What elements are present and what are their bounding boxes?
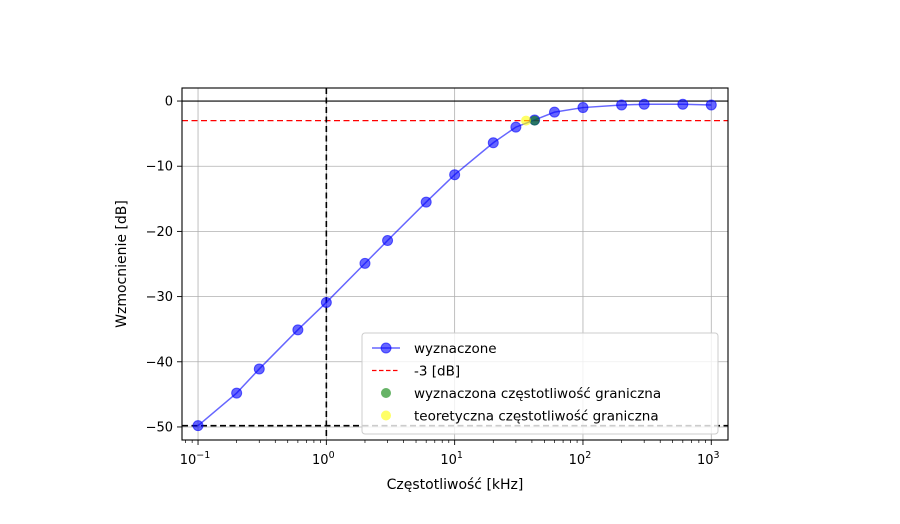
y-tick-label: −30 xyxy=(146,290,173,305)
data-point xyxy=(616,99,628,111)
y-axis-label: Wzmocnienie [dB] xyxy=(114,200,130,328)
y-tick-label: −50 xyxy=(146,420,173,435)
legend-label: -3 [dB] xyxy=(414,364,460,380)
data-point xyxy=(231,387,243,399)
data-point xyxy=(705,99,717,111)
legend-label: teoretyczna częstotliwość graniczna xyxy=(414,409,659,425)
data-series xyxy=(192,98,717,432)
data-point xyxy=(382,235,394,247)
y-tick-label: −20 xyxy=(146,225,173,240)
x-tick-label: 102 xyxy=(569,450,592,468)
x-tick-label: 101 xyxy=(440,450,463,468)
cutoff-points xyxy=(521,115,540,126)
data-point xyxy=(577,102,589,114)
cutoff-point xyxy=(529,115,540,126)
legend: wyznaczone -3 [dB] wyznaczona częstotliwoś… xyxy=(361,332,719,435)
legend-label: wyznaczone xyxy=(414,341,497,357)
axis-ticks: 10−1 100 101 102 103 0 −10 −20 −30 −40 −50 xyxy=(146,95,720,468)
data-point xyxy=(359,257,371,269)
y-tick-label: −40 xyxy=(146,355,173,370)
data-point xyxy=(638,98,650,110)
x-tick-label: 103 xyxy=(697,450,720,468)
data-point xyxy=(548,106,560,118)
x-axis-label: Częstotliwość [kHz] xyxy=(387,477,524,493)
data-point xyxy=(677,98,689,110)
x-tick-label: 10−1 xyxy=(180,450,211,468)
data-point xyxy=(292,324,304,336)
data-point xyxy=(449,169,461,181)
y-tick-label: −10 xyxy=(146,160,173,175)
data-point xyxy=(420,196,432,208)
legend-box xyxy=(361,332,719,435)
x-tick-label: 100 xyxy=(312,450,335,468)
data-point xyxy=(192,420,204,432)
reference-lines xyxy=(182,88,728,440)
legend-point-handle xyxy=(381,388,391,398)
legend-marker-handle xyxy=(380,342,392,354)
legend-label: wyznaczona częstotliwość graniczna xyxy=(414,386,661,402)
data-point xyxy=(510,121,522,133)
y-tick-label: 0 xyxy=(165,95,173,110)
cutoff-point xyxy=(521,115,532,126)
data-point xyxy=(487,137,499,149)
data-point xyxy=(253,363,265,375)
legend-point-handle xyxy=(381,410,391,421)
data-point xyxy=(320,296,332,308)
